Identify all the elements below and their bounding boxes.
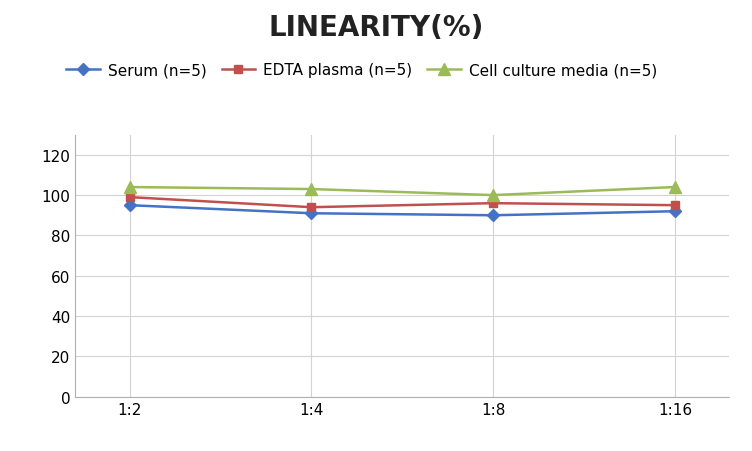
EDTA plasma (n=5) xyxy=(125,195,134,200)
Serum (n=5) xyxy=(307,211,316,216)
EDTA plasma (n=5) xyxy=(489,201,498,207)
Cell culture media (n=5) xyxy=(489,193,498,198)
Text: LINEARITY(%): LINEARITY(%) xyxy=(268,14,484,41)
Serum (n=5) xyxy=(671,209,680,215)
Line: Serum (n=5): Serum (n=5) xyxy=(126,202,679,220)
Cell culture media (n=5) xyxy=(671,185,680,190)
Serum (n=5) xyxy=(125,203,134,208)
EDTA plasma (n=5) xyxy=(671,203,680,208)
Legend: Serum (n=5), EDTA plasma (n=5), Cell culture media (n=5): Serum (n=5), EDTA plasma (n=5), Cell cul… xyxy=(60,57,663,84)
Line: EDTA plasma (n=5): EDTA plasma (n=5) xyxy=(126,193,679,212)
EDTA plasma (n=5) xyxy=(307,205,316,211)
Cell culture media (n=5) xyxy=(307,187,316,192)
Cell culture media (n=5) xyxy=(125,185,134,190)
Serum (n=5) xyxy=(489,213,498,218)
Line: Cell culture media (n=5): Cell culture media (n=5) xyxy=(124,182,681,201)
